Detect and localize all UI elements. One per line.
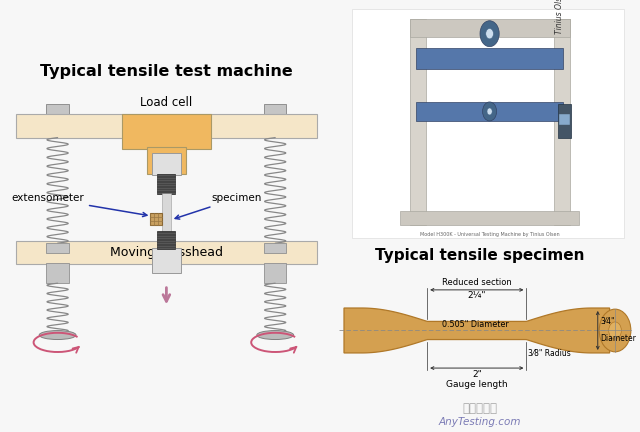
Circle shape xyxy=(599,309,631,352)
Text: 2¼": 2¼" xyxy=(468,291,486,300)
Text: AnyTesting.com: AnyTesting.com xyxy=(439,417,521,428)
Text: 嘉峨检测网: 嘉峨检测网 xyxy=(463,402,497,415)
Circle shape xyxy=(480,21,499,47)
Text: extensometer: extensometer xyxy=(11,194,147,216)
Bar xyxy=(157,232,175,249)
Circle shape xyxy=(609,322,621,339)
Bar xyxy=(46,264,69,283)
Bar xyxy=(264,104,287,138)
Bar xyxy=(152,153,181,175)
Text: Tinius Olsen: Tinius Olsen xyxy=(556,0,564,34)
Text: Load cell: Load cell xyxy=(140,96,193,109)
Bar xyxy=(559,114,570,125)
Bar xyxy=(147,147,186,175)
Bar xyxy=(264,242,287,253)
Text: Typical tensile specimen: Typical tensile specimen xyxy=(375,248,585,264)
Bar xyxy=(157,175,175,194)
Text: Diameter: Diameter xyxy=(600,334,636,343)
Text: Reduced section: Reduced section xyxy=(442,278,511,287)
Bar xyxy=(416,48,563,69)
Bar xyxy=(46,104,69,138)
Text: 3⁄8" Radius: 3⁄8" Radius xyxy=(528,349,571,358)
Ellipse shape xyxy=(257,330,294,340)
Bar xyxy=(400,211,579,225)
Bar xyxy=(16,114,317,138)
Bar xyxy=(122,114,211,149)
FancyBboxPatch shape xyxy=(150,213,162,225)
Text: Moving crosshead: Moving crosshead xyxy=(110,246,223,259)
Bar xyxy=(46,242,69,253)
Bar xyxy=(264,264,287,283)
Bar xyxy=(416,102,563,121)
Text: 3⁄4": 3⁄4" xyxy=(600,317,614,326)
Text: Gauge length: Gauge length xyxy=(446,380,508,389)
Bar xyxy=(152,248,181,273)
Circle shape xyxy=(486,29,493,39)
Bar xyxy=(16,241,317,264)
Bar xyxy=(410,19,426,225)
Circle shape xyxy=(483,102,497,121)
Polygon shape xyxy=(344,308,610,353)
Circle shape xyxy=(487,108,492,115)
Bar xyxy=(554,19,570,225)
Text: Typical tensile test machine: Typical tensile test machine xyxy=(40,64,292,79)
Text: 0.505" Diameter: 0.505" Diameter xyxy=(442,320,509,329)
Bar xyxy=(410,19,570,37)
Text: 2": 2" xyxy=(472,370,482,379)
Text: specimen: specimen xyxy=(175,194,262,219)
Ellipse shape xyxy=(39,330,76,340)
Bar xyxy=(352,9,624,238)
Bar xyxy=(163,193,170,232)
Text: Model H300K - Universal Testing Machine by Tinius Olsen: Model H300K - Universal Testing Machine … xyxy=(420,232,559,237)
Bar xyxy=(558,104,571,138)
